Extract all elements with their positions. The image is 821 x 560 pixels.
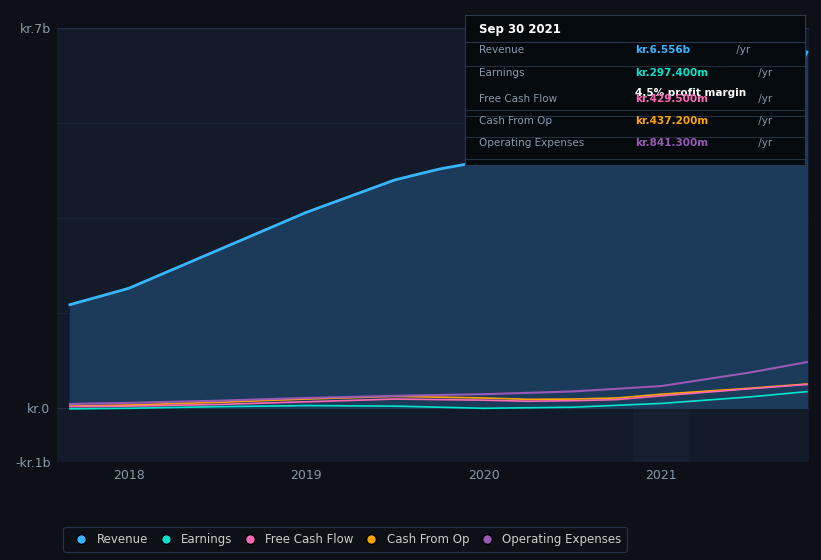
Text: kr.6.556b: kr.6.556b <box>635 45 690 55</box>
Text: Free Cash Flow: Free Cash Flow <box>479 95 557 105</box>
Text: /yr: /yr <box>754 138 772 148</box>
Text: Cash From Op: Cash From Op <box>479 115 552 125</box>
Legend: Revenue, Earnings, Free Cash Flow, Cash From Op, Operating Expenses: Revenue, Earnings, Free Cash Flow, Cash … <box>63 527 627 552</box>
Text: kr.297.400m: kr.297.400m <box>635 68 709 77</box>
Text: /yr: /yr <box>754 68 772 77</box>
Text: Operating Expenses: Operating Expenses <box>479 138 584 148</box>
Text: /yr: /yr <box>754 95 772 105</box>
Text: Earnings: Earnings <box>479 68 524 77</box>
Text: kr.437.200m: kr.437.200m <box>635 115 709 125</box>
Text: /yr: /yr <box>754 115 772 125</box>
Text: kr.841.300m: kr.841.300m <box>635 138 709 148</box>
Text: Sep 30 2021: Sep 30 2021 <box>479 22 561 35</box>
Text: kr.429.500m: kr.429.500m <box>635 95 708 105</box>
Text: /yr: /yr <box>733 45 750 55</box>
Text: Revenue: Revenue <box>479 45 524 55</box>
Text: 4.5% profit margin: 4.5% profit margin <box>635 88 746 99</box>
